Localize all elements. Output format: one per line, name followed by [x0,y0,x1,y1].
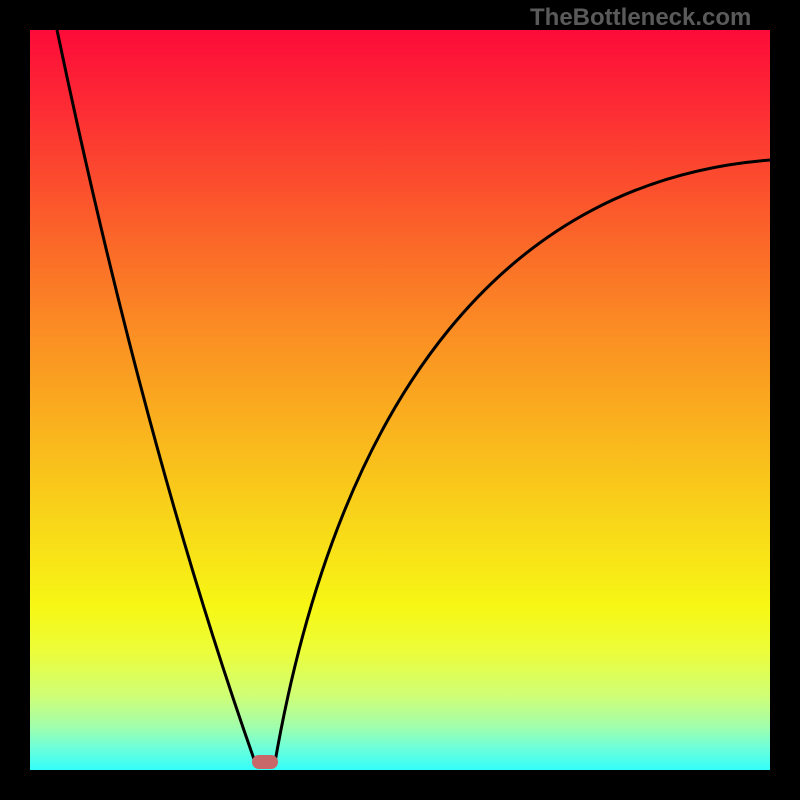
chart-container: TheBottleneck.com [0,0,800,800]
plot-area [30,30,770,770]
bottleneck-curve [30,30,770,770]
watermark-text: TheBottleneck.com [530,4,751,32]
curve-left-branch [57,30,255,762]
curve-right-branch [275,160,770,762]
minimum-point-marker [252,755,278,769]
